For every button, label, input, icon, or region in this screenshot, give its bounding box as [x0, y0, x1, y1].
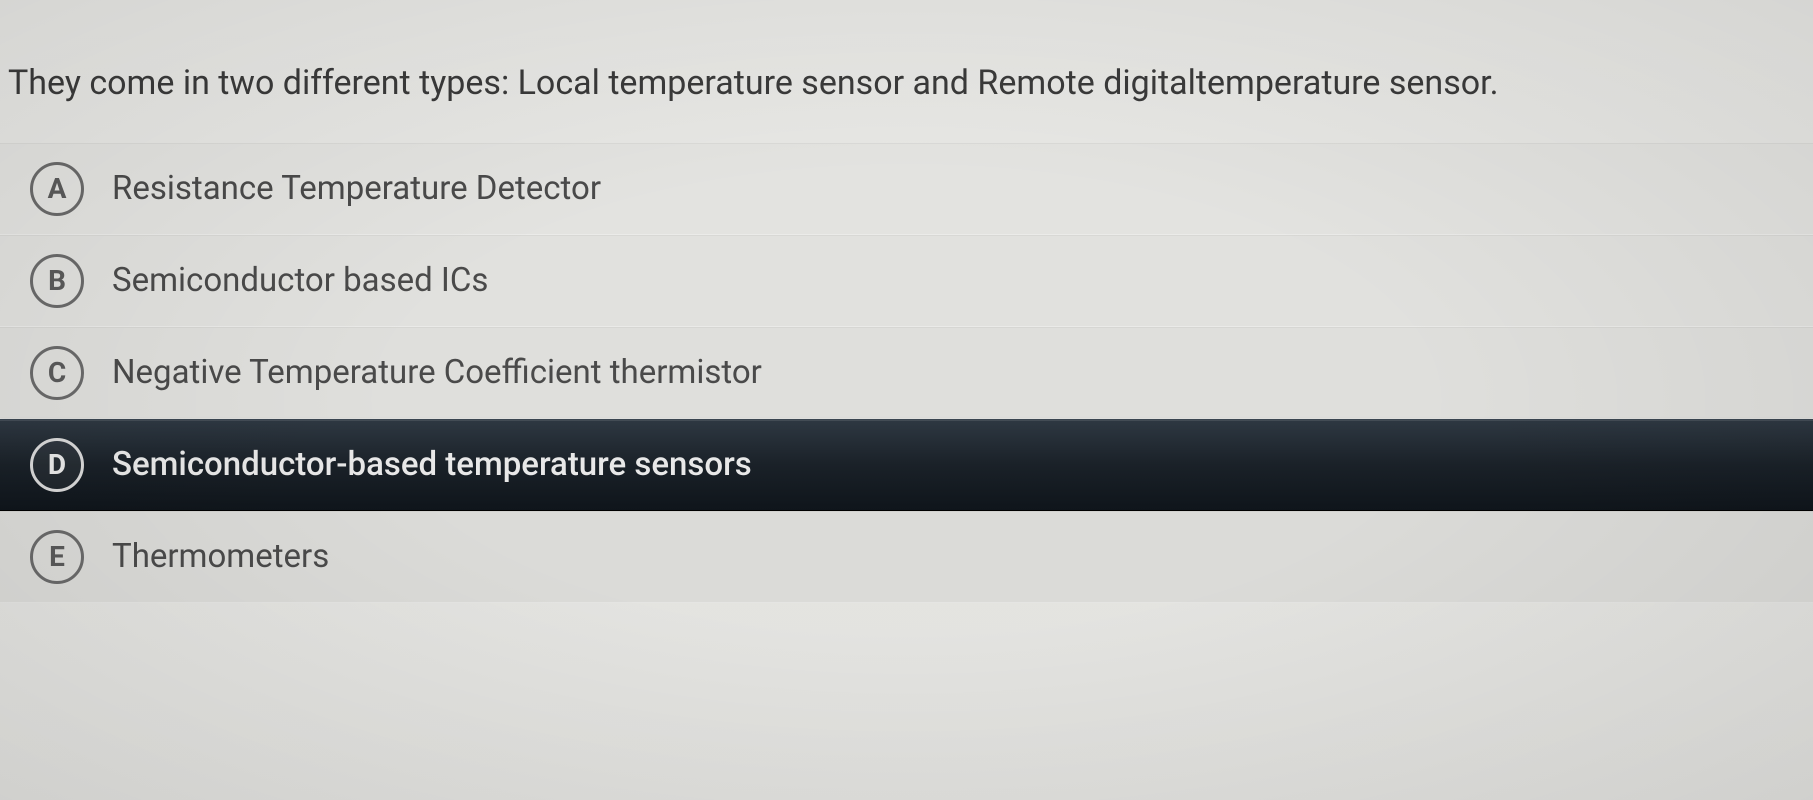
options-list: A Resistance Temperature Detector B Semi…	[0, 143, 1813, 603]
option-letter-c: C	[30, 346, 84, 400]
option-label-a: Resistance Temperature Detector	[112, 169, 601, 208]
option-label-e: Thermometers	[112, 537, 329, 576]
option-letter-a: A	[30, 162, 84, 216]
option-letter-e: E	[30, 530, 84, 584]
question-text: They come in two different types: Local …	[0, 50, 1813, 143]
option-label-b: Semiconductor based ICs	[112, 261, 488, 300]
option-label-c: Negative Temperature Coefficient thermis…	[112, 353, 762, 392]
option-letter-d: D	[30, 438, 84, 492]
option-d[interactable]: D Semiconductor-based temperature sensor…	[0, 419, 1813, 511]
option-b[interactable]: B Semiconductor based ICs	[0, 235, 1813, 327]
option-a[interactable]: A Resistance Temperature Detector	[0, 143, 1813, 235]
option-e[interactable]: E Thermometers	[0, 511, 1813, 603]
option-letter-b: B	[30, 254, 84, 308]
quiz-container: They come in two different types: Local …	[0, 0, 1813, 800]
option-c[interactable]: C Negative Temperature Coefficient therm…	[0, 327, 1813, 419]
option-label-d: Semiconductor-based temperature sensors	[112, 445, 752, 484]
